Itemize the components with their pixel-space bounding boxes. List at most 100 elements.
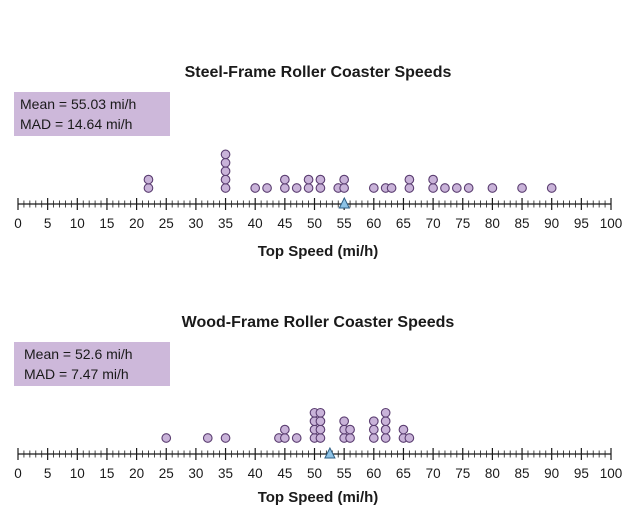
tick-label: 15 [99,216,114,231]
data-dot [339,183,350,193]
wood-tick-labels: 0 5 10 15 20 25 30 35 40 45 50 55 60 65 70 75 80 85 90 95 10… [14,466,622,481]
data-dot [428,183,438,193]
data-dot [220,183,231,193]
mean-marker [324,446,336,459]
tick-label: 60 [366,466,381,481]
data-dot [220,174,231,185]
steel-frame-dot-plot: Steel-Frame Roller Coaster Speeds Mean =… [14,64,622,260]
data-dot [315,183,326,193]
tick-label: 80 [485,466,500,481]
wood-mad-text: MAD = 7.47 mi/h [24,366,129,382]
data-dot [262,183,272,193]
data-dot [546,183,557,193]
tick-label: 65 [396,466,411,481]
data-dot [202,433,213,443]
tick-label: 45 [277,466,292,481]
tick-label: 0 [14,466,22,481]
tick-label: 30 [188,216,203,231]
tick-label: 65 [396,216,411,231]
tick-label: 30 [188,466,203,481]
tick-label: 90 [544,216,559,231]
data-dot [280,433,290,443]
mean-marker [338,196,351,209]
tick-label: 95 [574,216,589,231]
data-dot [368,424,379,435]
wood-number-line [17,446,612,460]
tick-label: 70 [426,466,441,481]
data-dot [220,433,231,443]
data-dot [517,183,527,193]
data-dot [380,424,391,435]
steel-dots [143,149,557,193]
steel-chart-title: Steel-Frame Roller Coaster Speeds [185,64,452,81]
steel-mad-text: MAD = 14.64 mi/h [20,116,132,132]
tick-label: 5 [44,216,52,231]
tick-label: 55 [337,216,352,231]
data-dot [291,433,302,443]
data-dot [250,183,261,193]
data-dot [315,424,326,435]
tick-label: 100 [600,216,623,231]
data-dot [440,183,450,193]
data-dot [315,407,326,418]
tick-label: 75 [455,216,470,231]
tick-label: 40 [248,216,263,231]
tick-label: 85 [515,216,530,231]
data-dot [161,433,172,443]
tick-label: 5 [44,466,52,481]
tick-label: 0 [14,216,22,231]
data-dot [398,424,409,435]
tick-label: 10 [70,216,85,231]
data-dot [143,183,154,193]
data-dot [386,183,397,193]
data-dot [487,183,498,193]
data-dot [315,416,326,427]
data-dot [280,424,290,435]
wood-stats-box [14,342,170,386]
data-dot [380,407,391,418]
tick-label: 70 [426,216,441,231]
tick-label: 35 [218,216,233,231]
wood-x-axis-label: Top Speed (mi/h) [258,489,379,506]
data-dot [345,424,355,435]
data-dot [303,183,314,193]
data-dot [368,416,379,427]
data-dot [143,174,154,185]
steel-mean-text: Mean = 55.03 mi/h [20,96,136,112]
data-dot [315,433,326,443]
steel-number-line [17,196,612,210]
tick-label: 10 [70,466,85,481]
data-dot [368,433,379,443]
data-dot [315,174,326,185]
data-dot [428,174,438,185]
data-dot [404,183,415,193]
tick-label: 50 [307,466,322,481]
tick-label: 60 [366,216,381,231]
data-dot [404,174,415,185]
wood-mean-text: Mean = 52.6 mi/h [24,346,133,362]
tick-label: 45 [277,216,292,231]
data-dot [291,183,302,193]
tick-label: 80 [485,216,500,231]
tick-label: 95 [574,466,589,481]
wood-chart-title: Wood-Frame Roller Coaster Speeds [182,314,455,331]
wood-frame-dot-plot: Wood-Frame Roller Coaster Speeds Mean = … [14,314,622,506]
data-dot [368,183,379,193]
tick-label: 35 [218,466,233,481]
data-dot [220,149,231,160]
tick-label: 55 [337,466,352,481]
tick-label: 50 [307,216,322,231]
data-dot [220,157,231,168]
tick-label: 85 [515,466,530,481]
tick-label: 40 [248,466,263,481]
steel-tick-labels: 0 5 10 15 20 25 30 35 40 45 50 55 60 65 70 75 80 85 90 95 10… [14,216,622,231]
tick-label: 90 [544,466,559,481]
tick-label: 100 [600,466,623,481]
data-dot [303,174,314,185]
tick-label: 20 [129,216,144,231]
data-dot [339,174,350,185]
data-dot [404,433,415,443]
data-dot [451,183,462,193]
data-dot [380,433,391,443]
